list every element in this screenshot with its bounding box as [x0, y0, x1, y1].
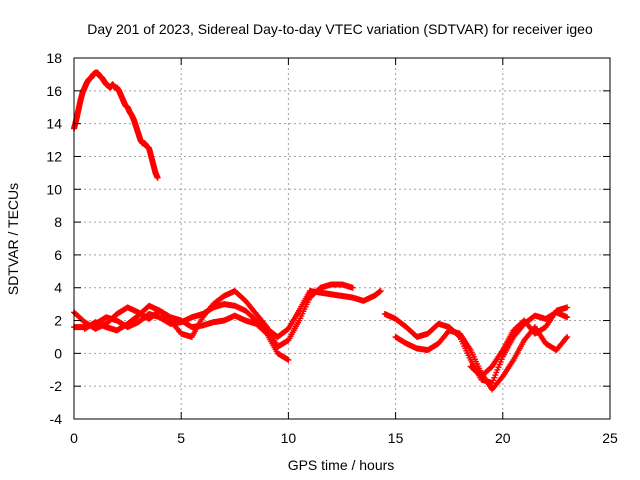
- data-point: [154, 174, 161, 181]
- x-tick-label: 10: [281, 430, 297, 446]
- y-tick-label: 16: [46, 83, 62, 99]
- grid-layer: [74, 58, 610, 419]
- y-tick-label: 14: [46, 116, 62, 132]
- data-point: [564, 314, 571, 321]
- series-early-arc: [71, 69, 161, 181]
- series-track-b: [71, 281, 356, 350]
- y-tick-label: 18: [46, 50, 62, 66]
- x-tick-label: 20: [495, 430, 511, 446]
- series-track-a: [71, 288, 384, 340]
- data-layer: [71, 69, 571, 393]
- y-tick-label: -2: [50, 378, 63, 394]
- y-tick-label: 12: [46, 148, 62, 164]
- series-track-f: [467, 304, 571, 380]
- series-track-e: [392, 324, 571, 393]
- x-tick-label: 15: [388, 430, 404, 446]
- series-track-c: [81, 302, 292, 363]
- data-point: [377, 288, 384, 295]
- x-tick-label: 5: [177, 430, 185, 446]
- y-tick-label: 6: [54, 247, 62, 263]
- data-point: [564, 333, 571, 340]
- y-tick-label: 0: [54, 345, 62, 361]
- x-tick-label: 0: [70, 430, 78, 446]
- data-point: [564, 304, 571, 311]
- y-tick-label: 4: [54, 280, 62, 296]
- y-tick-label: 8: [54, 214, 62, 230]
- x-axis-label: GPS time / hours: [288, 457, 395, 473]
- y-tick-label: -4: [50, 411, 63, 427]
- chart-title: Day 201 of 2023, Sidereal Day-to-day VTE…: [87, 21, 593, 37]
- y-axis-label: SDTVAR / TECUs: [5, 183, 21, 295]
- y-tick-label: 2: [54, 313, 62, 329]
- y-tick-label: 10: [46, 181, 62, 197]
- plot-frame: [73, 57, 611, 420]
- data-point: [349, 284, 356, 291]
- tick-layer: 0 5 10 15 20 25 -4 -2 0 2 4 6 8 10 12 14 16 18: [46, 50, 618, 446]
- data-point: [285, 356, 292, 363]
- x-tick-label: 25: [602, 430, 618, 446]
